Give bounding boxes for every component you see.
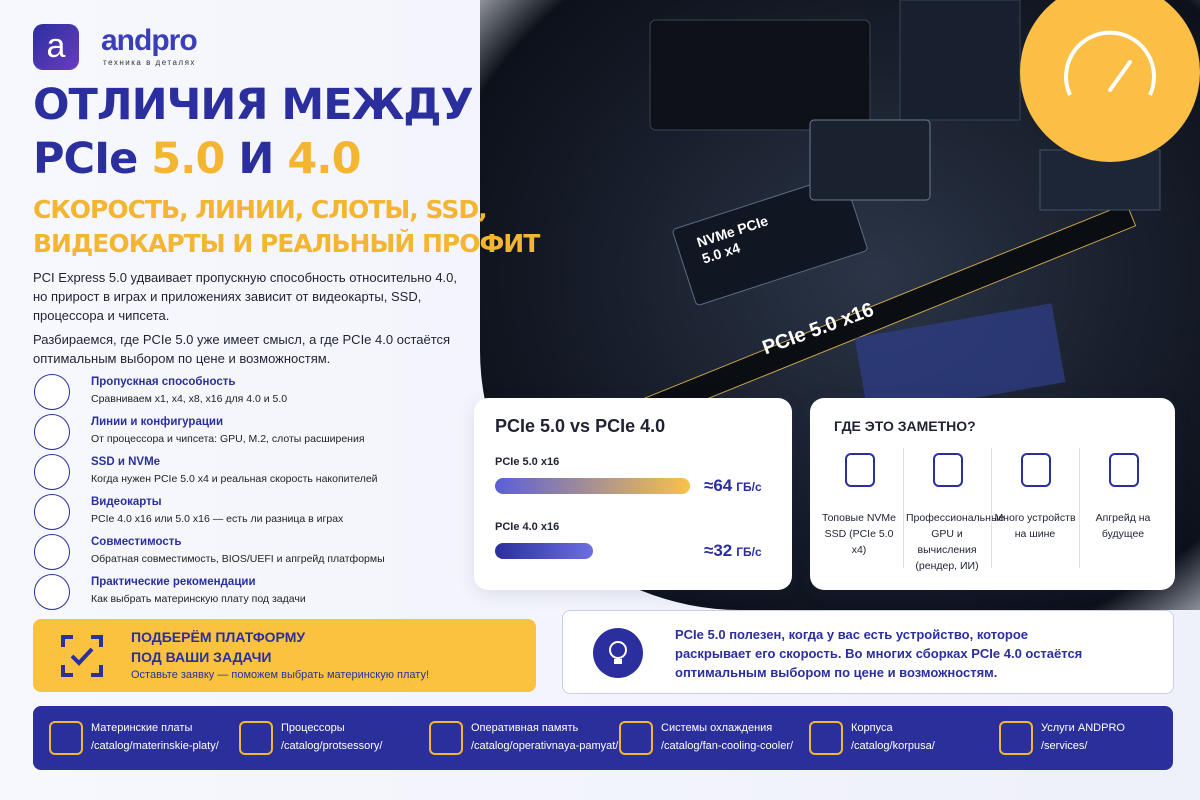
where-item: Профессиональные GPU и вычисления (ренде… [906,512,1005,572]
topic-title: Совместимость [91,536,182,548]
bar [495,543,593,559]
footer-name: Материнские платы [91,722,193,734]
topic-desc: Сравниваем x1, x4, x8, x16 для 4.0 и 5.0 [91,393,288,405]
divider [991,448,992,568]
where-item: Много устройств на шине [994,512,1076,540]
divider [903,448,904,568]
topic-icon [34,414,70,450]
footer-url: /catalog/fan-cooling-cooler/ [661,740,794,752]
title-line: ОТЛИЧИЯ МЕЖДУ [33,80,474,130]
speed-circle [1020,0,1200,162]
footer-icon [429,721,463,755]
tip: PCIe 5.0 полезен, когда у вас есть устро… [562,610,1174,694]
brand-tagline: техника в деталях [103,58,196,67]
title-version: 5.0 [151,134,225,184]
where-icon [1109,453,1139,487]
title-word: И [238,134,274,184]
value-unit: ГБ/с [736,480,762,494]
footer-url: /catalog/materinskie-platy/ [91,740,219,752]
title-version: 4.0 [287,134,361,184]
topic-title: Линии и конфигурации [91,416,224,428]
footer-icon [49,721,83,755]
footer-url: /catalog/korpusa/ [851,740,935,752]
cta-title: ПОД ВАШИ ЗАДАЧИ [131,649,272,665]
tip-icon [593,628,643,678]
value-label: ≈64 [704,476,733,495]
comparison-card: PCIe 5.0 vs PCIe 4.0 PCIe 5.0 x16 ≈64 ГБ/с… [474,398,792,590]
topic-desc: Обратная совместимость, BIOS/UEFI и апгр… [91,553,385,565]
footer: Материнские платы/catalog/materinskie-pl… [33,706,1173,770]
topic-desc: От процессора и чипсета: GPU, M.2, слоты… [91,433,365,445]
intro: Разбираемся, где PCIe 5.0 уже имеет смыс… [33,332,451,366]
bar-name: PCIe 4.0 x16 [495,521,560,533]
cta-title: ПОДБЕРЁМ ПЛАТФОРМУ [131,629,306,645]
value-label: ≈32 [704,541,733,560]
bar-value: ≈64 ГБ/с [704,476,762,496]
topic-title: Видеокарты [91,496,162,508]
footer-icon [239,721,273,755]
divider [1079,448,1080,568]
topic-title: Пропускная способность [91,376,236,388]
topic-icon [34,374,70,410]
cta-icon [61,635,103,677]
footer-url: /catalog/protsessory/ [281,740,383,752]
where-icon [1021,453,1051,487]
intro: PCI Express 5.0 удваивает пропускную спо… [33,270,457,323]
footer-icon [809,721,843,755]
cta[interactable]: ПОДБЕРЁМ ПЛАТФОРМУ ПОД ВАШИ ЗАДАЧИ Остав… [33,619,536,692]
topic-title: SSD и NVMe [91,456,161,468]
topic-desc: Как выбрать материнскую плату под задачи [91,593,306,605]
where-icon [933,453,963,487]
subtitle: ВИДЕОКАРТЫ И РЕАЛЬНЫЙ ПРОФИТ [33,229,540,258]
footer-url: /services/ [1041,740,1088,752]
logo-icon: a [33,24,79,70]
title-line: PCIe 5.0 И 4.0 [33,134,362,184]
where-icon [845,453,875,487]
topic-desc: Когда нужен PCIe 5.0 x4 и реальная скоро… [91,473,378,485]
footer-icon [999,721,1033,755]
tip-text: PCIe 5.0 полезен, когда у вас есть устро… [675,627,1083,680]
bar-name: PCIe 5.0 x16 [495,456,560,468]
where-card: ГДЕ ЭТО ЗАМЕТНО? Топовые NVMe SSD (PCIe … [810,398,1175,590]
cta-text: Оставьте заявку — поможем выбрать матери… [131,669,430,681]
where-item: Апгрейд на будущее [1095,512,1151,540]
footer-name: Корпуса [851,722,893,734]
footer-icon [619,721,653,755]
footer-name: Системы охлаждения [661,722,773,734]
topic-icon [34,574,70,610]
footer-name: Процессоры [281,722,345,734]
title-word: PCIe [33,134,138,184]
topic-title: Практические рекомендации [91,576,256,588]
where-title: ГДЕ ЭТО ЗАМЕТНО? [834,418,976,434]
footer-name: Услуги ANDPRO [1041,722,1125,734]
brand-name: andpro [101,24,198,57]
footer-name: Оперативная память [471,722,579,734]
topic-icon [34,534,70,570]
comparison-title: PCIe 5.0 vs PCIe 4.0 [495,416,666,436]
footer-url: /catalog/operativnaya-pamyat/ [471,740,619,752]
topic-icon [34,454,70,490]
bar-value: ≈32 ГБ/с [704,541,762,561]
subtitle: СКОРОСТЬ, ЛИНИИ, СЛОТЫ, SSD, [33,195,488,224]
board-art [643,0,1200,422]
topic-desc: PCIe 4.0 x16 или 5.0 x16 — есть ли разни… [91,513,344,525]
bar [495,478,690,494]
value-unit: ГБ/с [736,545,762,559]
topic-icon [34,494,70,530]
where-item: Топовые NVMe SSD (PCIe 5.0 x4) [821,512,896,556]
